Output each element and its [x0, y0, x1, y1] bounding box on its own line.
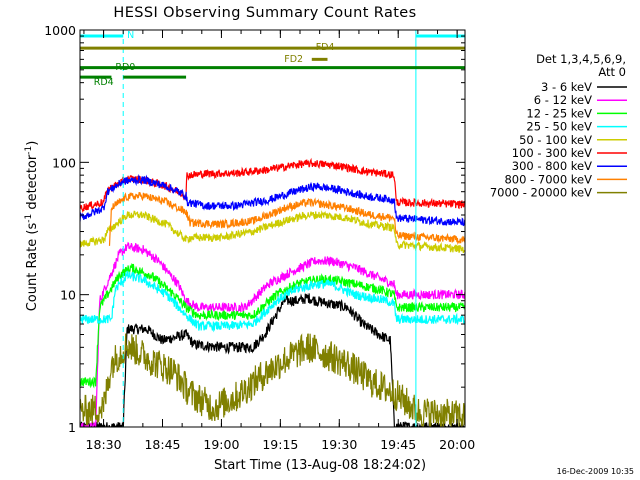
chart-title: HESSI Observing Summary Count Rates [113, 5, 416, 21]
generation-timestamp: 16-Dec-2009 10:35 [557, 467, 634, 476]
series-line-7 [108, 191, 465, 246]
flag-label-rd0: RD0 [115, 62, 135, 73]
legend-header-line1: Det 1,3,4,5,6,9, [536, 52, 626, 66]
legend-entry-label: 25 - 50 keV [526, 120, 592, 134]
legend-entry-label: 12 - 25 keV [526, 106, 592, 120]
legend-entry-label: 6 - 12 keV [534, 93, 592, 107]
flag-label-fd4: FD4 [316, 42, 335, 53]
series-line-4 [80, 210, 465, 254]
series-line-2 [80, 263, 465, 389]
x-tick-label: 19:00 [203, 437, 239, 452]
y-axis-label: Count Rate (s-1 detector-1) [24, 141, 40, 312]
legend-entry-label: 7000 - 20000 keV [490, 186, 592, 200]
legend-entry-label: 100 - 300 keV [512, 146, 592, 160]
flag-label-fd2: FD2 [284, 54, 303, 65]
x-tick-label: 19:45 [380, 437, 416, 452]
series-line-1 [80, 241, 465, 427]
y-tick-label: 10 [60, 288, 76, 303]
legend-entry-label: 3 - 6 keV [541, 80, 592, 94]
series-line-6 [80, 174, 465, 227]
series-line-3 [80, 270, 465, 333]
legend-entry-label: 800 - 7000 keV [504, 172, 592, 186]
x-axis-label: Start Time (13-Aug-08 18:24:02) [214, 458, 426, 473]
series-layer [80, 157, 465, 427]
axis-layer: 18:30 18:45 19:00 19:15 19:30 19:45 20:00 1 10 10… [44, 23, 475, 452]
legend-entry-label: 300 - 800 keV [512, 159, 592, 173]
flag-label-rd4: RD4 [94, 77, 114, 88]
x-tick-label: 20:00 [439, 437, 475, 452]
x-tick-label: 18:30 [86, 437, 122, 452]
series-line-5 [80, 157, 465, 214]
x-tick-label: 18:45 [144, 437, 180, 452]
x-tick-label: 19:15 [262, 437, 298, 452]
y-tick-label: 1000 [44, 23, 76, 38]
legend-entry-label: 50 - 100 keV [519, 133, 592, 147]
plot-frame [79, 29, 466, 428]
flag-label-n: N [127, 30, 134, 41]
x-tick-label: 19:30 [321, 437, 357, 452]
legend-header-line2: Att 0 [598, 65, 626, 79]
y-tick-label: 1 [68, 420, 76, 435]
series-line-8 [80, 333, 465, 427]
y-tick-label: 100 [52, 155, 76, 170]
series-line-0 [80, 293, 465, 427]
